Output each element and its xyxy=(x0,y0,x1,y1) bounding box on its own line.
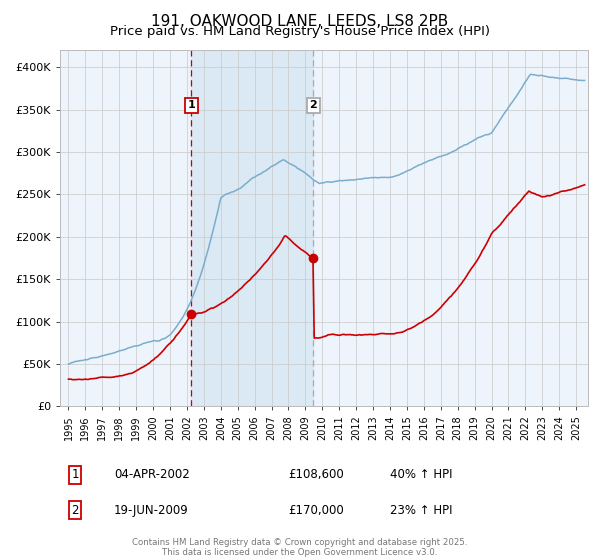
Text: 191, OAKWOOD LANE, LEEDS, LS8 2PB: 191, OAKWOOD LANE, LEEDS, LS8 2PB xyxy=(151,14,449,29)
191, OAKWOOD LANE, LEEDS, LS8 2PB (semi-detached house) xyxy=(581,181,588,188)
Line: HPI: Average price, semi-detached house, Leeds: HPI: Average price, semi-detached house,… xyxy=(68,74,584,364)
Text: 19-JUN-2009: 19-JUN-2009 xyxy=(114,504,189,517)
Text: Price paid vs. HM Land Registry's House Price Index (HPI): Price paid vs. HM Land Registry's House … xyxy=(110,25,490,38)
191, OAKWOOD LANE, LEEDS, LS8 2PB (semi-detached house) xyxy=(65,376,72,382)
HPI: Average price, semi-detached house, Leeds: (2.02e+03, 2.96e+05): Average price, semi-detached house, Leed… xyxy=(440,152,447,158)
HPI: Average price, semi-detached house, Leeds: (2.01e+03, 2.71e+05): Average price, semi-detached house, Leed… xyxy=(389,174,397,180)
Line: 191, OAKWOOD LANE, LEEDS, LS8 2PB (semi-detached house): 191, OAKWOOD LANE, LEEDS, LS8 2PB (semi-… xyxy=(68,185,584,380)
HPI: Average price, semi-detached house, Leeds: (2.02e+03, 2.95e+05): Average price, semi-detached house, Leed… xyxy=(437,153,445,160)
Bar xyxy=(191,50,313,407)
Text: £108,600: £108,600 xyxy=(288,468,344,481)
191, OAKWOOD LANE, LEEDS, LS8 2PB (semi-detached house) xyxy=(235,288,242,295)
Text: Contains HM Land Registry data © Crown copyright and database right 2025.
This d: Contains HM Land Registry data © Crown c… xyxy=(132,538,468,557)
HPI: Average price, semi-detached house, Leeds: (2.01e+03, 2.84e+05): Average price, semi-detached house, Leed… xyxy=(269,162,277,169)
Text: £170,000: £170,000 xyxy=(288,504,344,517)
Text: 23% ↑ HPI: 23% ↑ HPI xyxy=(390,504,452,517)
191, OAKWOOD LANE, LEEDS, LS8 2PB (semi-detached house) xyxy=(391,330,398,337)
HPI: Average price, semi-detached house, Leeds: (2e+03, 6.96e+04): Average price, semi-detached house, Leed… xyxy=(127,344,134,351)
191, OAKWOOD LANE, LEEDS, LS8 2PB (semi-detached house) xyxy=(271,249,278,255)
191, OAKWOOD LANE, LEEDS, LS8 2PB (semi-detached house) xyxy=(128,370,136,377)
HPI: Average price, semi-detached house, Leeds: (2e+03, 2.55e+05): Average price, semi-detached house, Leed… xyxy=(233,186,240,193)
191, OAKWOOD LANE, LEEDS, LS8 2PB (semi-detached house) xyxy=(69,376,76,383)
HPI: Average price, semi-detached house, Leeds: (2e+03, 5e+04): Average price, semi-detached house, Leed… xyxy=(65,361,72,367)
Text: 2: 2 xyxy=(71,504,79,517)
HPI: Average price, semi-detached house, Leeds: (2.03e+03, 3.85e+05): Average price, semi-detached house, Leed… xyxy=(581,77,588,84)
Text: 2: 2 xyxy=(310,100,317,110)
Text: 04-APR-2002: 04-APR-2002 xyxy=(114,468,190,481)
HPI: Average price, semi-detached house, Leeds: (2.02e+03, 3.92e+05): Average price, semi-detached house, Leed… xyxy=(528,71,535,78)
Text: 40% ↑ HPI: 40% ↑ HPI xyxy=(390,468,452,481)
Text: 1: 1 xyxy=(187,100,195,110)
Text: 1: 1 xyxy=(71,468,79,481)
191, OAKWOOD LANE, LEEDS, LS8 2PB (semi-detached house) xyxy=(442,299,449,306)
191, OAKWOOD LANE, LEEDS, LS8 2PB (semi-detached house) xyxy=(439,302,446,309)
